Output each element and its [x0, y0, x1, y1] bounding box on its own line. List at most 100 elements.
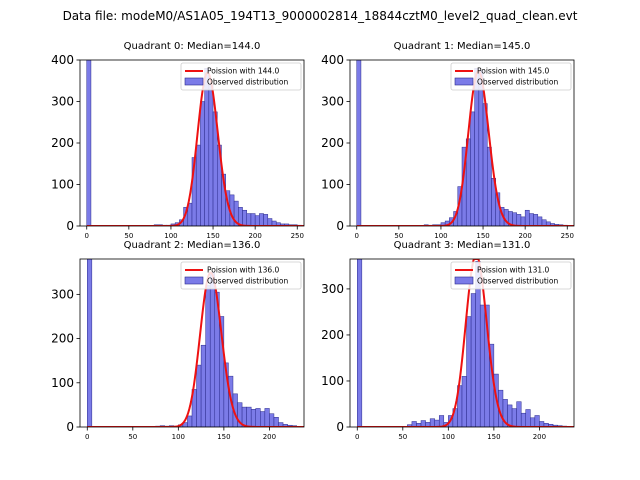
- chart-panel-3: 0 50 100 150 200 0 100 200 300 Quadrant 3: Median…: [321, 240, 575, 441]
- histogram-bar: [470, 111, 475, 226]
- histogram-bar: [187, 415, 193, 427]
- legend-label-poisson: Poission with 144.0: [207, 67, 280, 76]
- histogram-bar: [534, 415, 540, 427]
- x-tick-label: 100: [164, 232, 177, 240]
- axes-frame: [79, 258, 305, 428]
- histogram-bar: [512, 212, 517, 226]
- y-tick-label: 0: [66, 420, 74, 434]
- legend-label-observed: Observed distribution: [207, 78, 288, 87]
- histogram-bar: [264, 408, 270, 427]
- histogram-bar: [246, 406, 252, 427]
- histogram-bar: [200, 101, 205, 226]
- histogram-bar: [87, 259, 93, 427]
- histogram-bar: [208, 84, 214, 226]
- x-tick-label: 250: [561, 232, 574, 240]
- x-tick-label: 100: [434, 232, 447, 240]
- panel-data: [87, 259, 304, 427]
- panel-title: Quadrant 1: Median=145.0: [394, 41, 531, 52]
- x-tick-label: 200: [263, 433, 276, 441]
- legend-bar-swatch: [454, 276, 474, 285]
- histogram-bar: [479, 304, 486, 427]
- panel-title: Quadrant 0: Median=144.0: [124, 41, 261, 52]
- histogram-bar: [195, 144, 201, 226]
- y-tick-label: 0: [336, 420, 344, 434]
- panel-title: Quadrant 3: Median=131.0: [394, 240, 531, 251]
- x-tick-label: 250: [291, 232, 304, 240]
- histogram-bar: [520, 216, 526, 226]
- panel-data: [356, 60, 574, 226]
- histogram-bar: [530, 417, 536, 427]
- y-tick-label: 0: [336, 219, 344, 233]
- histogram-bar: [209, 272, 216, 427]
- histogram-bar: [520, 412, 526, 427]
- x-tick-label: 0: [355, 232, 359, 240]
- histogram-bar: [250, 213, 256, 226]
- histogram-bar: [260, 411, 266, 427]
- legend-label-observed: Observed distribution: [477, 277, 558, 286]
- y-tick-label: 100: [321, 178, 344, 192]
- histogram-bar: [429, 418, 435, 427]
- x-tick-label: 50: [398, 433, 407, 441]
- figure-suptitle: Data file: modeM0/AS1A05_194T13_90000028…: [63, 9, 578, 23]
- poisson-curve: [86, 71, 304, 226]
- poisson-curve: [87, 271, 304, 427]
- legend-box: [180, 261, 302, 290]
- chart-panel-1: 0 50 100 150 200 250 0 100 200 300 400 Quadrant 1: …: [321, 41, 575, 240]
- histogram-bar: [524, 209, 530, 226]
- x-tick-label: 200: [533, 433, 546, 441]
- histogram-bar: [205, 285, 211, 427]
- legend-bar-swatch: [454, 77, 474, 86]
- y-tick-label: 300: [51, 95, 74, 109]
- legend-box: [180, 62, 302, 91]
- legend: Poission with 145.0 Observed distribution: [450, 62, 572, 91]
- histogram-bar: [525, 409, 531, 427]
- histogram-bar: [438, 415, 445, 427]
- y-tick-label: 300: [51, 287, 74, 301]
- x-tick-label: 50: [128, 433, 137, 441]
- histogram-bar: [200, 344, 206, 427]
- panel-title: Quadrant 2: Median=136.0: [124, 240, 261, 251]
- histogram-bar: [269, 413, 275, 427]
- y-tick-label: 200: [51, 136, 74, 150]
- x-tick-label: 0: [355, 433, 359, 441]
- histogram-bar: [267, 218, 273, 226]
- y-tick-label: 0: [66, 219, 74, 233]
- poisson-curve: [356, 70, 574, 226]
- legend-bar-swatch: [184, 77, 204, 86]
- legend: Poission with 136.0 Observed distribution: [180, 261, 302, 290]
- x-tick-label: 0: [85, 232, 89, 240]
- histogram-bar: [250, 409, 256, 427]
- poisson-curve: [357, 259, 574, 427]
- y-tick-label: 400: [51, 53, 74, 67]
- legend-bar-swatch: [184, 276, 204, 285]
- legend-box: [450, 62, 572, 91]
- y-tick-label: 300: [321, 95, 344, 109]
- x-tick-label: 150: [206, 232, 219, 240]
- histogram-bar: [529, 213, 534, 226]
- histogram-bar: [478, 70, 484, 226]
- histogram-bar: [516, 214, 522, 226]
- histogram-bar: [263, 214, 269, 226]
- chart-panel-0: 0 50 100 150 200 250 0 100 200 300 400 Quadrant 0: …: [51, 41, 305, 240]
- histogram-bar: [516, 401, 522, 427]
- histogram-bar: [259, 213, 264, 226]
- x-tick-label: 50: [124, 232, 133, 240]
- histogram-bar: [511, 408, 517, 427]
- histogram-bar: [461, 376, 467, 427]
- legend-label-observed: Observed distribution: [477, 78, 558, 87]
- legend-label-observed: Observed distribution: [207, 277, 288, 286]
- y-tick-label: 400: [321, 53, 344, 67]
- legend-box: [450, 261, 572, 290]
- x-tick-label: 150: [476, 232, 489, 240]
- y-tick-label: 100: [321, 374, 344, 388]
- panels: 0 50 100 150 200 250 0 100 200 300 400 Quadrant 0: …: [51, 41, 575, 441]
- legend: Poission with 131.0 Observed distribution: [450, 261, 572, 290]
- x-tick-label: 200: [518, 232, 531, 240]
- chart-panel-2: 0 50 100 150 200 0 100 200 300 Quadrant 2: Median…: [51, 240, 305, 441]
- histogram-bar: [474, 68, 480, 226]
- y-tick-label: 300: [321, 282, 344, 296]
- histogram-bar: [255, 408, 261, 427]
- x-tick-label: 200: [248, 232, 261, 240]
- histogram-bar: [86, 60, 92, 226]
